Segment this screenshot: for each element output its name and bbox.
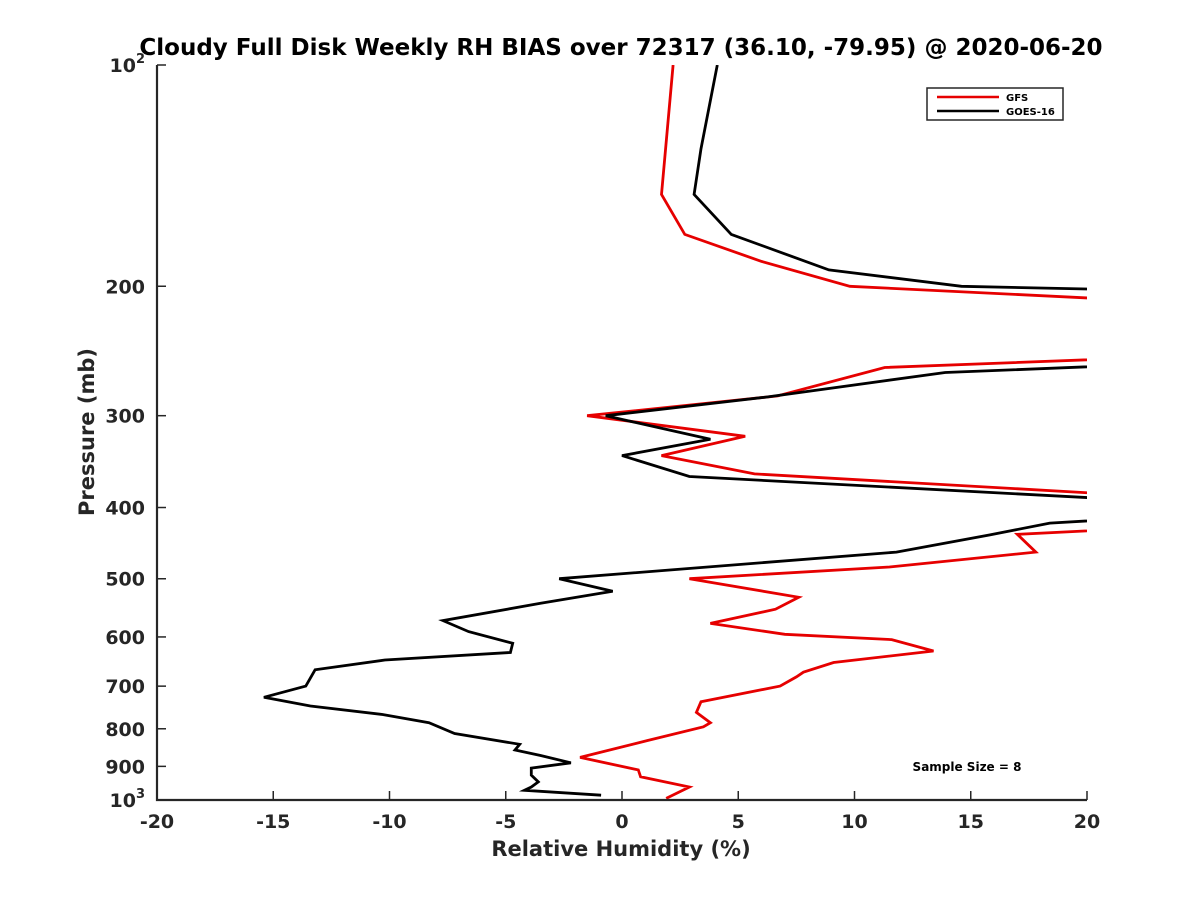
y-axis-label: Pressure (mb) [75,348,99,516]
y-axis-ticks: 102 200 300 400 500 600 700 800 900 103 [105,52,166,812]
series-layer [263,65,1087,800]
x-tick-label: -15 [256,811,290,833]
chart-title: Cloudy Full Disk Weekly RH BIAS over 723… [139,35,1102,61]
legend-label-gfs: GFS [1006,93,1028,104]
series-line-gfs [579,65,1087,800]
x-tick-label: 15 [958,811,984,833]
legend-label-goes-16: GOES-16 [1006,107,1055,118]
legend: GFS GOES-16 [926,87,1064,121]
x-tick-label: 0 [615,811,628,833]
legend-box [926,87,1064,121]
y-tick-label: 200 [105,276,145,298]
x-tick-label: -10 [372,811,406,833]
y-tick-label: 103 [110,787,146,812]
y-tick-label: 900 [105,756,145,778]
y-tick-label: 500 [105,569,145,591]
y-tick-label: 102 [110,52,146,77]
plot-area: -20 -15 -10 -5 0 5 10 15 20 102 200 300 400 500 600 70… [105,52,1100,833]
y-tick-label: 700 [105,676,145,698]
x-tick-label: 20 [1074,811,1100,833]
y-tick-label: 800 [105,719,145,741]
sample-size-annotation: Sample Size = 8 [913,760,1022,774]
x-axis-ticks: -20 -15 -10 -5 0 5 10 15 20 [140,791,1100,833]
series-line-goes-16 [263,65,1087,797]
x-tick-label: 10 [841,811,867,833]
y-tick-label: 300 [105,406,145,428]
x-tick-label: -5 [495,811,516,833]
y-tick-label: 400 [105,498,145,520]
legend-items: GFS GOES-16 [937,93,1055,118]
x-axis-label: Relative Humidity (%) [491,837,750,861]
x-tick-label: -20 [140,811,174,833]
y-tick-label: 600 [105,627,145,649]
x-tick-label: 5 [732,811,745,833]
